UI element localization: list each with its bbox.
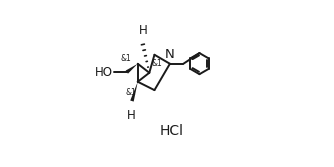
Polygon shape bbox=[130, 82, 138, 102]
Text: H: H bbox=[127, 109, 136, 122]
Text: &1: &1 bbox=[121, 54, 132, 63]
Text: &1: &1 bbox=[152, 59, 162, 68]
Text: N: N bbox=[165, 48, 175, 61]
Text: H: H bbox=[139, 24, 147, 37]
Polygon shape bbox=[126, 64, 138, 74]
Text: HO: HO bbox=[95, 66, 113, 79]
Text: HCl: HCl bbox=[159, 124, 183, 138]
Text: &1: &1 bbox=[126, 89, 137, 98]
